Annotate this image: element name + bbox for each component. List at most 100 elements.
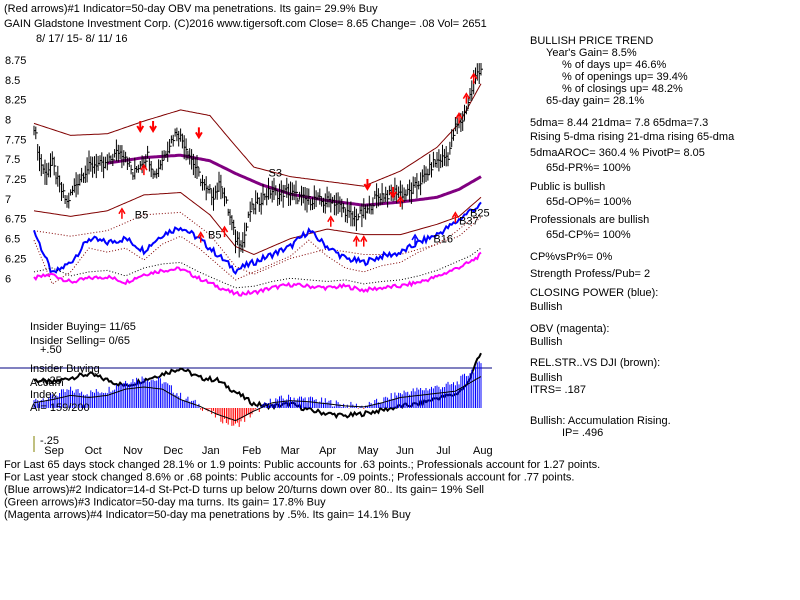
level-minus-25: -.25 — [40, 435, 59, 447]
closing-power-ma-line — [33, 214, 482, 285]
indicator-line: Rising 5-dma rising 21-dma rising 65-dma — [530, 131, 735, 143]
price-bars — [33, 63, 483, 258]
indicator-line: % of days up= 46.6% — [562, 59, 666, 71]
buy-arrow-icon — [360, 235, 368, 247]
indicator-line: Public is bullish — [530, 181, 605, 193]
indicator-line: ITRS= .187 — [530, 384, 586, 396]
buy-arrow-icon — [220, 225, 229, 238]
sell-arrow-icon — [195, 127, 203, 140]
footer-line: (Green arrows)#3 Indicator=50-day ma tur… — [4, 497, 326, 509]
y-tick-label: 6.75 — [5, 214, 26, 226]
indicator-line: Year's Gain= 8.5% — [546, 47, 637, 59]
buy-arrow-icon — [470, 72, 478, 84]
level-plus-25: +.25 — [40, 375, 62, 387]
indicator-line: CP%vsPr%= 0% — [530, 251, 612, 263]
indicator-line: 65d-CP%= 100% — [546, 229, 631, 241]
buy-arrow-icon — [327, 215, 335, 227]
indicator-line: REL.STR..VS DJI (brown): — [530, 357, 660, 369]
indicator-line: BULLISH PRICE TREND — [530, 35, 653, 47]
indicator-line: Bullish — [530, 372, 562, 384]
x-tick-label: Jul — [436, 445, 450, 457]
y-tick-label: 7.75 — [5, 134, 26, 146]
indicator-line: Bullish — [530, 301, 562, 313]
time-axis: Sep Oct Nov Dec Jan Feb Mar Apr May Jun Jul Aug — [33, 436, 493, 457]
x-tick-label: Feb — [242, 445, 261, 457]
closing-power-line — [33, 201, 482, 275]
y-tick-label: 8.5 — [5, 75, 20, 87]
x-tick-label: Aug — [473, 445, 493, 457]
dotted-band-line — [33, 211, 482, 275]
obv-line — [33, 251, 482, 297]
sell-arrow-icon — [136, 121, 145, 133]
indicator-line: 65-day gain= 28.1% — [546, 95, 644, 107]
buy-arrow-icon — [197, 231, 205, 243]
rel-str-line — [33, 352, 482, 420]
header-line-1: (Red arrows)#1 Indicator=50-day OBV ma p… — [4, 3, 378, 15]
buy-arrow-icon — [352, 235, 361, 247]
buy-arrow-icon — [140, 163, 148, 176]
insider-selling: Insider Selling= 0/65 — [30, 335, 130, 347]
signal-annotation: B5 — [208, 230, 221, 242]
y-tick-label: 8 — [5, 115, 11, 127]
footer-line: For Last year stock changed 8.6% or .68 … — [4, 472, 574, 484]
y-tick-label: 8.75 — [5, 55, 26, 67]
signal-annotation: S3 — [269, 168, 282, 180]
footer-line: For Last 65 days stock changed 28.1% or … — [4, 459, 600, 471]
lower-panel — [0, 352, 492, 427]
x-tick-label: May — [358, 445, 379, 457]
buy-arrow-icon — [455, 112, 463, 124]
footer-line: (Magenta arrows)#4 Indicator=50-day ma p… — [4, 509, 411, 521]
indicator-line: 5dmaAROC= 360.4 % PivotP= 8.05 — [530, 147, 705, 159]
x-tick-label: Dec — [163, 445, 183, 457]
level-plus-50: +.50 — [40, 344, 62, 356]
obv-ma-line — [33, 247, 482, 289]
indicator-line: 65d-OP%= 100% — [546, 196, 632, 208]
indicator-line: % of openings up= 39.4% — [562, 71, 688, 83]
accum-bars — [33, 361, 482, 427]
indicator-line: Professionals are bullish — [530, 214, 649, 226]
y-tick-label: 8.25 — [5, 95, 26, 107]
buy-arrow-icon — [396, 195, 405, 207]
accum-label: Accum — [30, 377, 64, 389]
indicator-line: Bullish: Accumulation Rising. — [530, 415, 671, 427]
indicator-line: 65d-PR%= 100% — [546, 162, 631, 174]
y-tick-label: 6 — [5, 273, 11, 285]
magenta-signal-arrow-icon — [118, 207, 126, 219]
signal-annotation: B16 — [433, 234, 453, 246]
x-tick-label: Sep — [44, 445, 64, 457]
sell-arrow-icon — [149, 121, 157, 133]
x-tick-label: Mar — [281, 445, 300, 457]
y-tick-label: 6.5 — [5, 234, 20, 246]
indicator-line: Bullish — [530, 336, 562, 348]
y-tick-label: 7.5 — [5, 154, 20, 166]
lower-band-line — [33, 191, 482, 256]
sell-arrow-icon — [389, 186, 397, 199]
footer-line: (Blue arrows)#2 Indicator=14-d St-Pct-D … — [4, 484, 484, 496]
x-tick-label: Jan — [202, 445, 220, 457]
indicator-line: 5dma= 8.44 21dma= 7.8 65dma=7.3 — [530, 117, 708, 129]
magenta-signal-arrow-icon — [451, 211, 460, 223]
indicator-line: IP= .496 — [562, 427, 603, 439]
indicator-line: Strength Profess/Pub= 2 — [530, 268, 650, 280]
insider-panel-label: Insider Buying — [30, 363, 100, 375]
insider-buying: Insider Buying= 11/65 — [30, 321, 136, 333]
signal-annotation: B5 — [135, 210, 148, 222]
sell-arrow-icon — [363, 178, 372, 191]
indicator-line: % of closings up= 48.2% — [562, 83, 683, 95]
y-tick-label: 7 — [5, 194, 11, 206]
index-label: Index — [30, 389, 57, 401]
upper-band-line — [33, 83, 482, 187]
price-axis: 8.75 8.5 8.25 8 7.75 7.5 7.25 7 6.75 6.5 6.25 6 — [5, 55, 26, 285]
footer-notes: For Last 65 days stock changed 28.1% or … — [4, 459, 600, 521]
x-tick-label: Nov — [123, 445, 143, 457]
x-tick-label: Jun — [396, 445, 414, 457]
signal-annotation: B37 — [459, 215, 479, 227]
blue-signal-arrow-icon — [411, 233, 419, 245]
header-line-2: GAIN Gladstone Investment Corp. (C)2016 … — [4, 18, 487, 30]
accum-ma-line — [33, 376, 482, 422]
indicator-line: OBV (magenta): — [530, 323, 609, 335]
x-tick-label: Oct — [85, 445, 102, 457]
